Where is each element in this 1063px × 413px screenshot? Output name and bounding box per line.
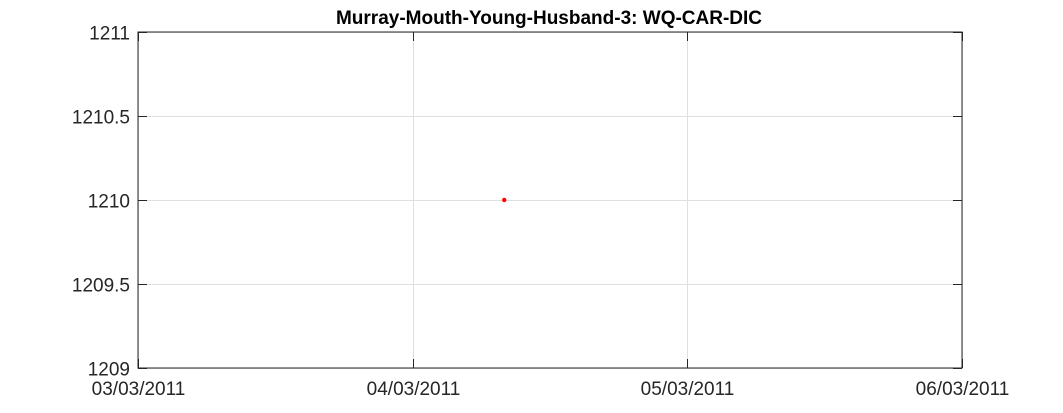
y-tick-label: 1210.5 [72, 108, 130, 129]
y-tick-label: 1209.5 [72, 276, 130, 297]
x-tick-label: 05/03/2011 [641, 379, 735, 400]
axis-ticks [138, 32, 963, 369]
data-point [502, 197, 507, 203]
tick-labels: 03/03/2011 04/03/2011 05/03/2011 06/03/2011… [72, 24, 1009, 401]
chart-title: Murray-Mouth-Young-Husband-3: WQ-CAR-DIC [336, 8, 762, 29]
y-tick-label: 1210 [88, 192, 130, 213]
x-tick-label: 03/03/2011 [92, 379, 186, 400]
data-points [502, 197, 507, 203]
x-tick-label: 04/03/2011 [367, 379, 461, 400]
x-tick-label: 06/03/2011 [916, 379, 1010, 400]
y-tick-label: 1211 [89, 24, 130, 45]
y-tick-label: 1209 [88, 360, 130, 381]
